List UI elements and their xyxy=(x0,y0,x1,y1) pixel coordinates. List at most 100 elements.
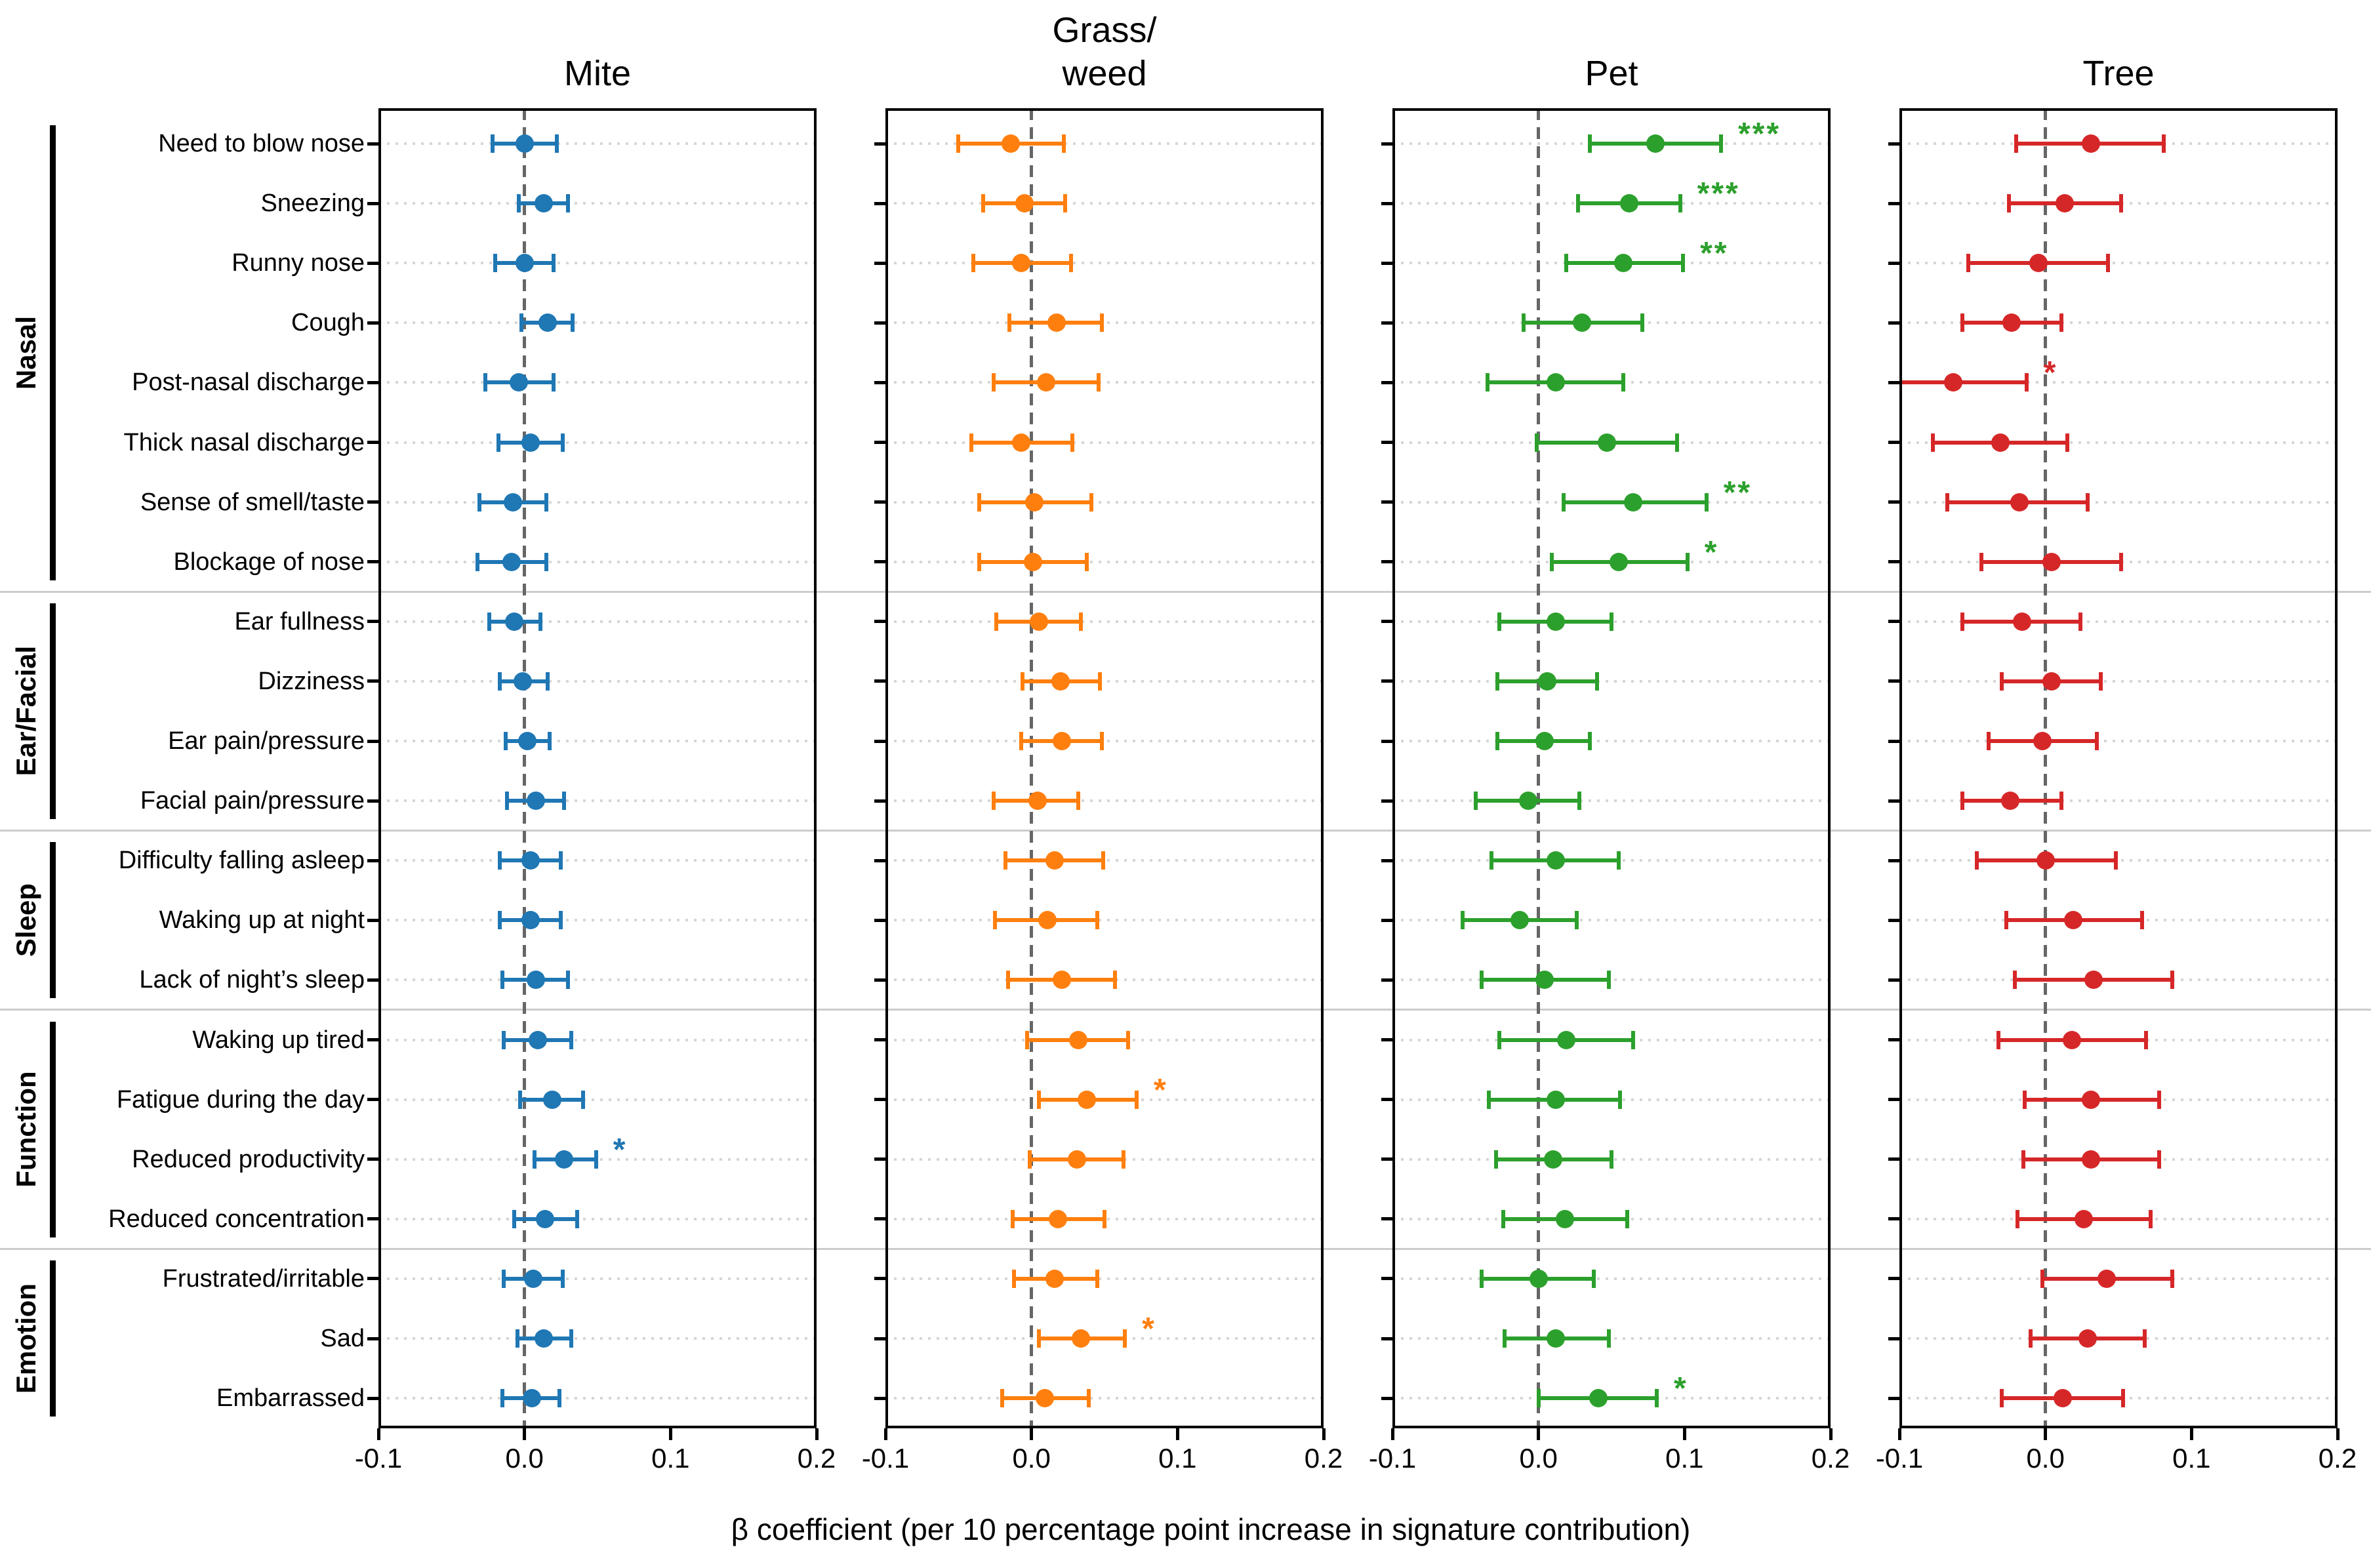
row-gridline xyxy=(1392,978,1831,982)
row-label: Facial pain/pressure xyxy=(140,787,365,815)
x-axis-tick-label: -0.1 xyxy=(1875,1443,1924,1474)
ci-cap-high xyxy=(1685,552,1690,571)
ci-cap-low xyxy=(1561,493,1566,512)
ci-cap-high xyxy=(1134,1090,1139,1109)
row-gridline xyxy=(885,1397,1324,1400)
x-axis-tick xyxy=(883,1428,887,1440)
group-separator-line xyxy=(0,830,2371,832)
ci-cap-high xyxy=(571,313,575,332)
panel-mite: * xyxy=(378,108,817,1428)
y-axis-tick xyxy=(874,1098,885,1102)
row-gridline xyxy=(1899,620,2338,623)
y-axis-tick xyxy=(367,739,378,743)
row-gridline xyxy=(1899,321,2338,325)
row-label: Difficulty falling asleep xyxy=(118,847,365,875)
row-gridline xyxy=(378,560,817,563)
ci-cap-low xyxy=(1536,1389,1541,1408)
y-axis-tick xyxy=(874,560,885,564)
point-estimate-marker xyxy=(2074,1209,2093,1228)
row-gridline xyxy=(378,1277,817,1280)
ci-cap-low xyxy=(497,911,502,930)
x-axis-tick-label: -0.1 xyxy=(354,1443,403,1474)
ci-cap-low xyxy=(971,254,975,273)
ci-cap-low xyxy=(1479,1269,1484,1288)
row-label: Runny nose xyxy=(232,249,365,277)
y-axis-tick xyxy=(874,620,885,624)
ci-cap-low xyxy=(519,313,524,332)
panel-title-pet: Pet xyxy=(1585,54,1638,93)
y-axis-tick xyxy=(1888,500,1899,504)
x-axis-tick-label: 0.2 xyxy=(1304,1443,1343,1474)
ci-cap-low xyxy=(1999,672,2004,691)
ci-cap-high xyxy=(566,971,571,990)
y-axis-tick xyxy=(367,1337,378,1340)
point-estimate-marker xyxy=(535,1209,554,1228)
ci-cap-high xyxy=(1610,1150,1613,1169)
x-axis-tick-label: 0.0 xyxy=(505,1443,544,1474)
ci-cap-high xyxy=(1101,851,1105,870)
ci-cap-low xyxy=(1007,313,1012,332)
point-estimate-marker xyxy=(1078,1090,1097,1109)
ci-cap-high xyxy=(1655,1389,1659,1408)
ci-cap-low xyxy=(502,1269,506,1288)
x-axis-tick xyxy=(815,1428,819,1440)
ci-cap-low xyxy=(533,1150,537,1169)
row-gridline xyxy=(1392,799,1831,803)
point-estimate-marker xyxy=(515,254,534,273)
point-estimate-marker xyxy=(521,911,540,930)
row-gridline xyxy=(1392,919,1831,922)
point-estimate-marker xyxy=(1543,1150,1562,1169)
y-axis-tick xyxy=(367,261,378,265)
row-gridline xyxy=(378,321,817,325)
ci-cap-low xyxy=(1036,1090,1041,1109)
row-gridline xyxy=(1899,679,2338,683)
x-axis-tick xyxy=(1030,1428,1034,1440)
row-gridline xyxy=(378,202,817,205)
ci-cap-high xyxy=(594,1150,598,1169)
ci-cap-low xyxy=(1549,552,1554,571)
point-estimate-marker xyxy=(554,1150,573,1169)
ci-cap-low xyxy=(1006,971,1011,990)
y-axis-tick xyxy=(1381,560,1392,564)
x-axis-tick-label: -0.1 xyxy=(1368,1443,1417,1474)
ci-cap-high xyxy=(569,1030,573,1049)
x-axis-tick-label: 0.1 xyxy=(1665,1443,1704,1474)
point-estimate-marker xyxy=(542,1090,561,1109)
x-axis-tick-label: 0.2 xyxy=(797,1443,836,1474)
point-estimate-marker xyxy=(2081,1090,2100,1109)
ci-cap-low xyxy=(1497,1030,1501,1049)
row-gridline xyxy=(1899,381,2338,384)
ci-cap-low xyxy=(1460,911,1465,930)
y-axis-tick xyxy=(874,978,885,982)
point-estimate-marker xyxy=(518,732,537,750)
group-separator-line xyxy=(0,590,2371,593)
row-label: Cough xyxy=(291,309,365,337)
ci-cap-low xyxy=(1024,1030,1029,1049)
x-axis-tick-label: 0.2 xyxy=(2318,1443,2357,1474)
point-estimate-marker xyxy=(1510,911,1529,930)
y-axis-tick xyxy=(874,1157,885,1161)
ci-cap-high xyxy=(1063,194,1067,213)
y-axis-tick xyxy=(1381,201,1392,205)
row-label: Frustrated/irritable xyxy=(162,1264,365,1293)
point-estimate-marker xyxy=(514,672,533,691)
y-axis-tick xyxy=(1888,858,1899,862)
ci-cap-high xyxy=(575,1209,579,1228)
ci-cap-high xyxy=(559,851,563,870)
ci-cap-high xyxy=(1099,313,1104,332)
ci-cap-high xyxy=(1103,1209,1106,1228)
ci-cap-high xyxy=(2144,1030,2149,1049)
ci-cap-low xyxy=(1979,552,1983,571)
panel-pet: *** *** ** ** * * xyxy=(1392,108,1831,1428)
ci-cap-high xyxy=(1719,134,1723,153)
row-label: Dizziness xyxy=(258,667,365,695)
x-axis-tick-label: 0.0 xyxy=(2026,1443,2065,1474)
row-gridline xyxy=(885,740,1324,742)
group-separator-line xyxy=(0,1009,2371,1011)
row-label: Reduced productivity xyxy=(132,1145,365,1173)
row-label: Post-nasal discharge xyxy=(132,369,365,397)
ci-cap-low xyxy=(1931,433,1935,452)
group-label-nasal: Nasal xyxy=(10,315,41,390)
y-axis-tick xyxy=(367,918,378,922)
ci-cap-high xyxy=(569,1329,573,1348)
